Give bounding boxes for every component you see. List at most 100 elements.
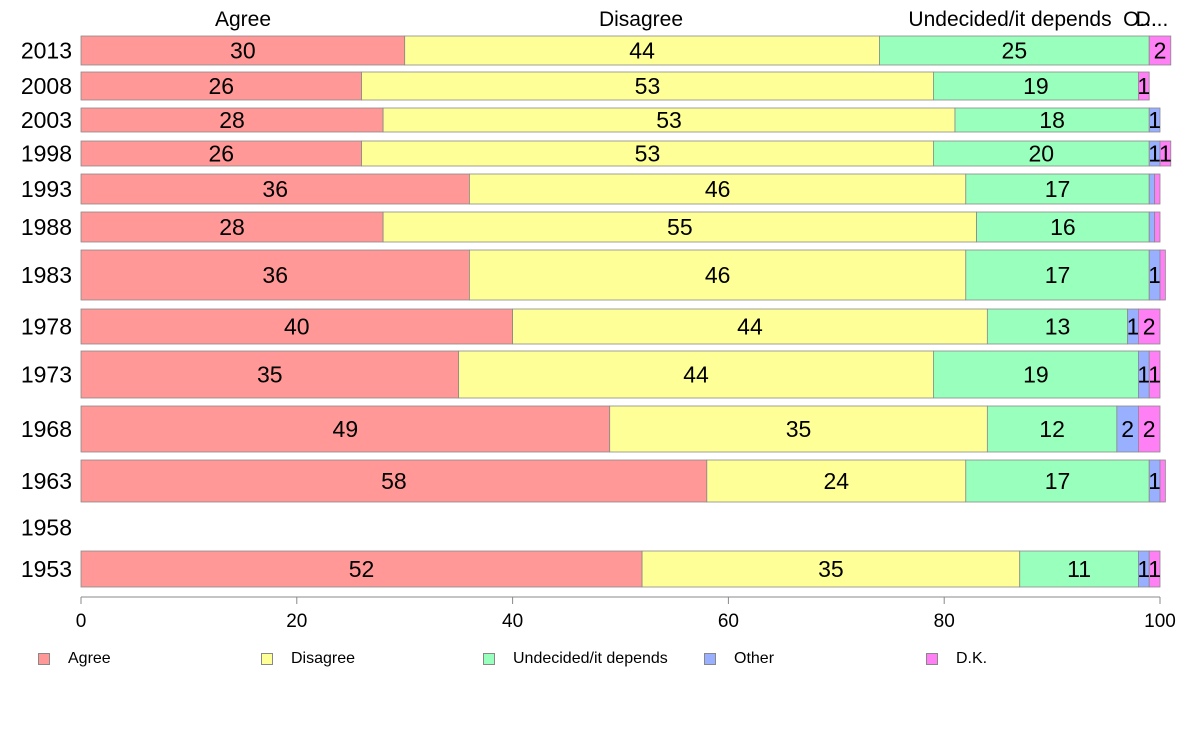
bar-segment	[1148, 107, 1161, 133]
year-label: 1983	[21, 262, 72, 288]
data-label: 52	[349, 556, 375, 582]
bar-segment	[80, 211, 384, 243]
bar-segment	[382, 211, 977, 243]
bar-segment	[933, 140, 1150, 167]
column-header: Undecided/it depends	[908, 8, 1111, 31]
bar-segment	[609, 405, 988, 453]
data-label: 55	[667, 214, 693, 240]
bar-segment	[1148, 173, 1156, 205]
bar-segment	[965, 173, 1150, 205]
data-label: 13	[1045, 314, 1071, 340]
bar-segment	[986, 308, 1129, 345]
column-header: O...	[1123, 8, 1157, 31]
bar-segment	[965, 459, 1150, 503]
data-label: 35	[257, 362, 283, 388]
data-label: 25	[1002, 38, 1028, 64]
data-label: 1	[1148, 362, 1161, 388]
bar-segment	[361, 71, 934, 101]
data-label: 24	[824, 468, 850, 494]
year-label: 2003	[21, 107, 72, 133]
legend-label: Other	[734, 650, 775, 667]
bar-segment	[1148, 35, 1172, 66]
data-label: 36	[262, 176, 288, 202]
year-label: 2008	[21, 73, 72, 99]
bar-segment	[1154, 173, 1161, 205]
data-label: 36	[262, 262, 288, 288]
bar-segment	[706, 459, 967, 503]
data-label: 35	[786, 416, 812, 442]
bar-segment	[954, 107, 1150, 133]
legend-swatch	[483, 653, 495, 665]
data-label: 46	[705, 176, 731, 202]
data-label: 46	[705, 262, 731, 288]
data-label: 2	[1143, 416, 1156, 442]
data-label: 1	[1137, 73, 1150, 99]
bar-segment	[1138, 308, 1161, 345]
bar-segment	[933, 350, 1139, 399]
data-label: 1	[1127, 314, 1140, 340]
legend: Agree Disagree Undecided/it depends Other D.…	[38, 650, 1138, 674]
x-axis: 0 20 40 60 80 100	[76, 596, 1176, 632]
data-label: 30	[230, 38, 256, 64]
data-label: 1	[1148, 107, 1161, 133]
bar-segment	[1138, 71, 1150, 101]
data-label: 1	[1137, 362, 1150, 388]
legend-label: Agree	[68, 650, 111, 667]
data-label: 53	[635, 73, 661, 99]
data-label: 2	[1154, 38, 1167, 64]
data-label: 20	[1029, 141, 1055, 167]
column-headers: Agree Disagree Undecided/it depends O...D..…	[215, 8, 1168, 31]
bar-segment	[1138, 405, 1161, 453]
legend-item: Undecided/it depends	[483, 650, 668, 668]
bar-segment	[80, 308, 514, 345]
bar-segment	[933, 71, 1139, 101]
bar-segment	[80, 405, 611, 453]
year-label: 1978	[21, 314, 72, 340]
bar-segment	[1148, 550, 1161, 588]
bar-segment	[404, 35, 880, 66]
bar-segment	[80, 459, 708, 503]
legend-item: Other	[704, 650, 774, 668]
legend-item: D.K.	[926, 650, 987, 668]
data-label: 35	[818, 556, 844, 582]
bar-segment	[80, 71, 362, 101]
year-label: 1973	[21, 362, 72, 388]
legend-item: Disagree	[261, 650, 355, 668]
data-label: 28	[219, 107, 245, 133]
data-label: 2	[1121, 416, 1134, 442]
data-label: 44	[629, 38, 655, 64]
legend-label: Disagree	[291, 650, 356, 667]
bar-segment	[1148, 350, 1161, 399]
bar-segment	[512, 308, 988, 345]
bar-segment	[80, 249, 470, 301]
bar-segment	[1148, 211, 1156, 243]
year-label: 1993	[21, 176, 72, 202]
column-header: Disagree	[599, 8, 683, 31]
x-tick-label: 100	[1144, 611, 1176, 632]
bar-segment	[1159, 249, 1166, 301]
legend-swatch	[704, 653, 716, 665]
year-label: 1988	[21, 214, 72, 240]
x-tick-label: 20	[286, 611, 307, 632]
data-label: 49	[333, 416, 359, 442]
legend-swatch	[261, 653, 273, 665]
data-label: 17	[1045, 262, 1071, 288]
data-label: 18	[1039, 107, 1065, 133]
data-label: 26	[208, 141, 234, 167]
data-label: 11	[1067, 556, 1091, 582]
data-label: 1	[1148, 468, 1161, 494]
data-label: 12	[1039, 416, 1065, 442]
year-label: 2013	[21, 38, 72, 64]
bar-segment	[361, 140, 934, 167]
data-label: 19	[1023, 73, 1049, 99]
column-header: D...	[1136, 8, 1169, 31]
year-label: 1968	[21, 416, 72, 442]
bar-segment	[976, 211, 1150, 243]
data-label: 44	[737, 314, 763, 340]
bar-segment	[986, 405, 1118, 453]
bar-segment	[469, 173, 967, 205]
legend-swatch	[38, 653, 50, 665]
stacked-bar-chart: Agree Disagree Undecided/it depends O...D..…	[21, 8, 1176, 632]
data-label: 26	[208, 73, 234, 99]
bar-segment	[1019, 550, 1139, 588]
